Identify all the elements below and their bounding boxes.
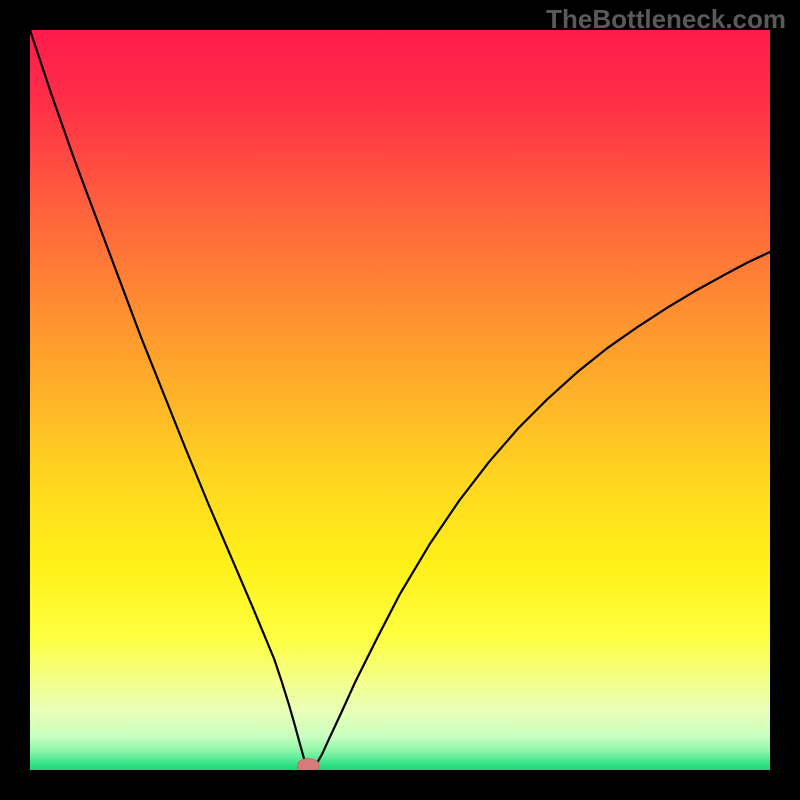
optimal-point-marker bbox=[297, 759, 319, 770]
plot-svg bbox=[30, 30, 770, 770]
gradient-background bbox=[30, 30, 770, 770]
chart-root: TheBottleneck.com bbox=[0, 0, 800, 800]
watermark-text: TheBottleneck.com bbox=[546, 4, 786, 35]
plot-area bbox=[30, 30, 770, 770]
